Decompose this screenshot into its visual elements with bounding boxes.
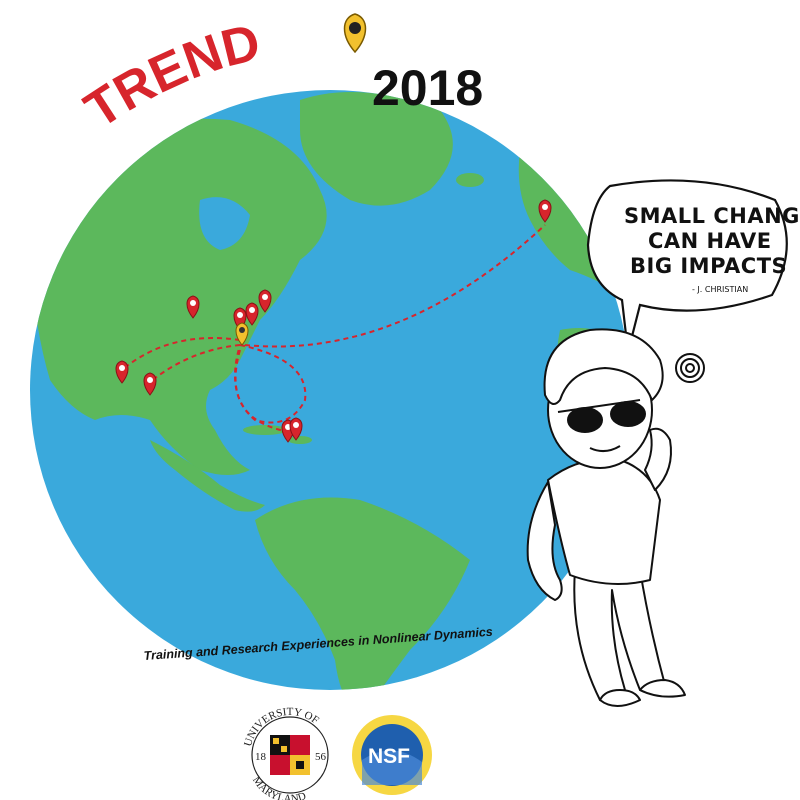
route-to-caribbean — [234, 349, 291, 433]
map-pin-icon[interactable] — [289, 417, 303, 441]
hudson-bay — [199, 197, 250, 250]
north-america-landmass — [30, 118, 327, 476]
smile — [589, 445, 621, 452]
map-pin-icon[interactable] — [115, 360, 129, 384]
route-lines — [121, 224, 546, 433]
title-pin-icon — [343, 13, 367, 54]
umd-year-left: 18 — [255, 751, 267, 763]
route-to-southwest — [121, 337, 241, 371]
route-to-texas — [149, 344, 241, 383]
bubble-line-1: SMALL CHANGES — [624, 204, 800, 228]
nsf-logo-icon: NSF — [352, 715, 432, 795]
south-america-landmass — [255, 497, 470, 690]
legs — [573, 569, 666, 703]
umd-year-right: 56 — [315, 751, 327, 763]
arm-left — [526, 481, 563, 601]
shoe-left — [599, 689, 641, 707]
map-pin-icon-home[interactable] — [235, 322, 249, 346]
iceland — [456, 173, 484, 187]
title-year: 2018 — [372, 60, 483, 116]
bubble-line-3: BIG IMPACTS — [630, 254, 787, 278]
hair — [543, 328, 664, 405]
bubble-attribution: - J. CHRISTIAN — [692, 285, 748, 294]
map-pin-icon[interactable] — [245, 302, 259, 326]
arm-right — [644, 427, 672, 491]
hair-bun — [675, 353, 705, 383]
map-pin-icon[interactable] — [538, 199, 552, 223]
greenland-landmass — [300, 92, 453, 206]
map-pin-icon[interactable] — [258, 289, 272, 313]
map-pin-icon[interactable] — [186, 295, 200, 319]
umd-seal-icon: UNIVERSITY OF MARYLAND 18 56 — [242, 706, 329, 800]
speech-bubble: SMALL CHANGES CAN HAVE BIG IMPACTS - J. … — [586, 179, 800, 353]
bubble-line-2: CAN HAVE — [648, 229, 772, 253]
shoe-right — [639, 679, 686, 698]
cuba — [243, 425, 287, 435]
nsf-label: NSF — [368, 745, 410, 768]
map-pin-icon[interactable] — [143, 372, 157, 396]
central-america-landmass — [150, 440, 265, 512]
sunglasses-icon — [557, 399, 646, 433]
pins — [115, 199, 552, 443]
route-to-europe — [244, 224, 546, 348]
cartoon-student — [526, 328, 705, 707]
